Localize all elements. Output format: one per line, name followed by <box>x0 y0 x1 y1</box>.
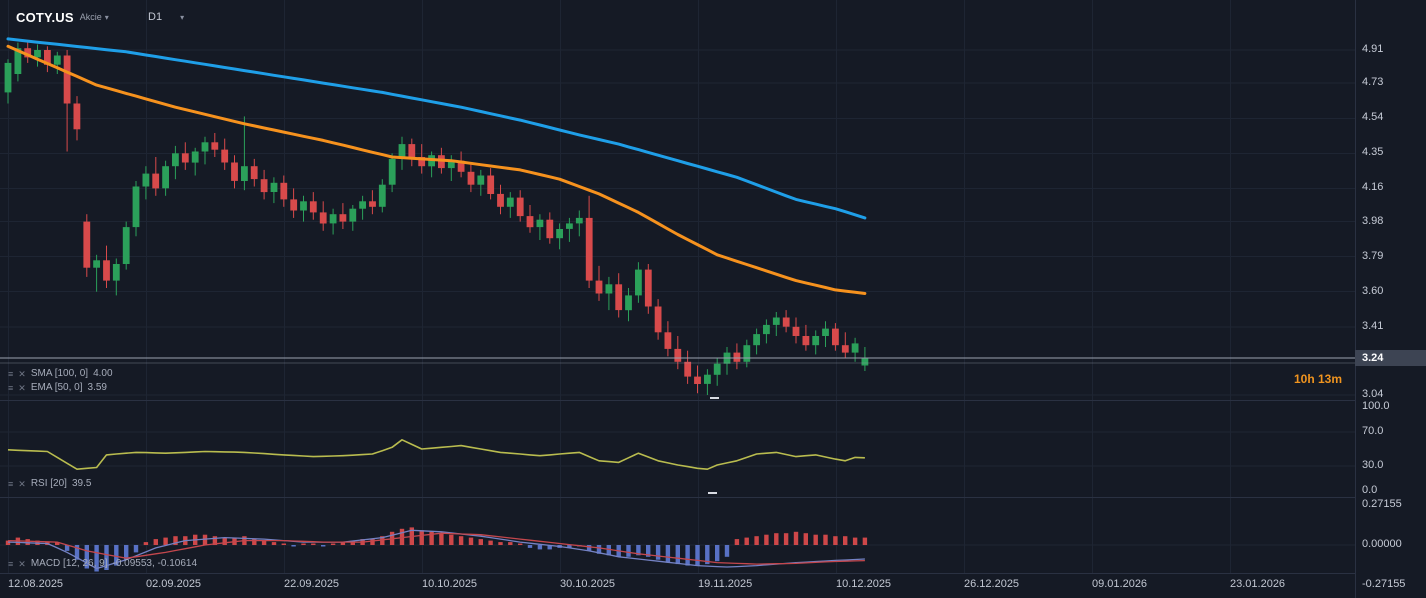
price-axis-label: 3.98 <box>1362 214 1384 227</box>
indicator-value: 39.5 <box>71 478 92 489</box>
rsi-axis-label: 0.0 <box>1362 484 1378 496</box>
overlay-lines-layer <box>6 37 867 295</box>
indicator-label: EMA [50, 0] <box>30 382 83 393</box>
indicator-label: SMA [100, 0] <box>30 368 89 379</box>
timeframe-label: D1 <box>148 11 163 23</box>
indicator-legend-macd: ≡ ✕ MACD [12, 26, 9] -0.09553, -0.10614 <box>8 558 197 569</box>
indicator-remove-icon[interactable]: ✕ <box>18 382 26 393</box>
indicator-settings-icon[interactable]: ≡ <box>8 368 14 379</box>
instrument-type-label: Akcie <box>79 12 102 22</box>
indicator-legend-sma: ≡ ✕ SMA [100, 0] 4.00 <box>8 368 113 379</box>
symbol-selector[interactable]: COTY.US <box>16 10 74 25</box>
symbol-header: COTY.US Akcie ▾ <box>16 10 109 25</box>
indicator-settings-icon[interactable]: ≡ <box>8 558 14 569</box>
candles-layer <box>4 40 869 395</box>
price-axis-label: 4.91 <box>1362 43 1384 55</box>
macd-axis-label: 0.27155 <box>1362 498 1402 511</box>
price-axis-label: 3.79 <box>1362 249 1384 262</box>
date-label: 02.09.2025 <box>146 578 202 590</box>
rsi-axis-label: 30.0 <box>1362 458 1384 471</box>
date-label: 12.08.2025 <box>8 578 64 590</box>
current-price-badge: 3.24 <box>1355 350 1426 367</box>
date-label: 10.10.2025 <box>422 578 478 590</box>
price-axis-label: 3.04 <box>1362 388 1384 400</box>
indicator-value: -0.09553, -0.10614 <box>112 558 198 569</box>
indicator-remove-icon[interactable]: ✕ <box>18 558 26 569</box>
rsi-axis-label: 100.0 <box>1362 400 1390 412</box>
indicator-value: 4.00 <box>93 368 113 379</box>
date-label: 22.09.2025 <box>284 578 340 590</box>
indicator-settings-icon[interactable]: ≡ <box>8 478 14 489</box>
date-label: 19.11.2025 <box>698 578 753 590</box>
bar-countdown-timer: 10h 13m <box>1294 372 1343 387</box>
indicator-legend-ema: ≡ ✕ EMA [50, 0] 3.59 <box>8 382 107 393</box>
indicator-remove-icon[interactable]: ✕ <box>18 478 26 489</box>
grid-layer <box>0 0 1356 598</box>
chevron-down-icon: ▾ <box>104 12 109 22</box>
indicator-value: 3.59 <box>87 382 107 393</box>
price-axis-label: 4.35 <box>1362 146 1384 159</box>
date-label: 30.10.2025 <box>560 578 616 590</box>
price-axis-label: 3.41 <box>1362 319 1384 332</box>
rsi-layer <box>7 439 865 470</box>
price-axis-label: 3.60 <box>1362 284 1384 297</box>
price-axis[interactable]: 4.91 4.73 4.54 4.35 4.16 3.98 3.79 3.60 3.41 3.04… <box>1355 0 1426 598</box>
macd-axis-label: -0.27155 <box>1362 577 1406 590</box>
macd-layer <box>5 527 868 572</box>
price-line-layer <box>0 357 1355 494</box>
date-label: 23.01.2026 <box>1230 578 1286 590</box>
chevron-down-icon: ▾ <box>180 12 185 22</box>
price-axis-label: 4.54 <box>1362 111 1384 124</box>
date-label: 26.12.2025 <box>964 578 1020 590</box>
price-axis-label: 4.16 <box>1362 181 1384 194</box>
date-label: 10.12.2025 <box>836 578 892 590</box>
date-label: 09.01.2026 <box>1092 578 1148 590</box>
macd-axis-label: 0.00000 <box>1362 538 1402 550</box>
timeframe-selector[interactable]: D1 ▾ <box>148 11 184 23</box>
rsi-axis-label: 70.0 <box>1362 425 1384 438</box>
time-axis[interactable]: 12.08.2025 02.09.2025 22.09.2025 10.10.2025… <box>0 578 1355 594</box>
indicator-legend-rsi: ≡ ✕ RSI [20] 39.5 <box>8 478 91 489</box>
instrument-type-selector[interactable]: Akcie ▾ <box>80 12 109 22</box>
indicator-label: RSI [20] <box>30 478 67 489</box>
price-axis-label: 4.73 <box>1362 76 1384 89</box>
indicator-remove-icon[interactable]: ✕ <box>18 368 26 379</box>
indicator-settings-icon[interactable]: ≡ <box>8 382 14 393</box>
indicator-label: MACD [12, 26, 9] <box>30 558 108 569</box>
